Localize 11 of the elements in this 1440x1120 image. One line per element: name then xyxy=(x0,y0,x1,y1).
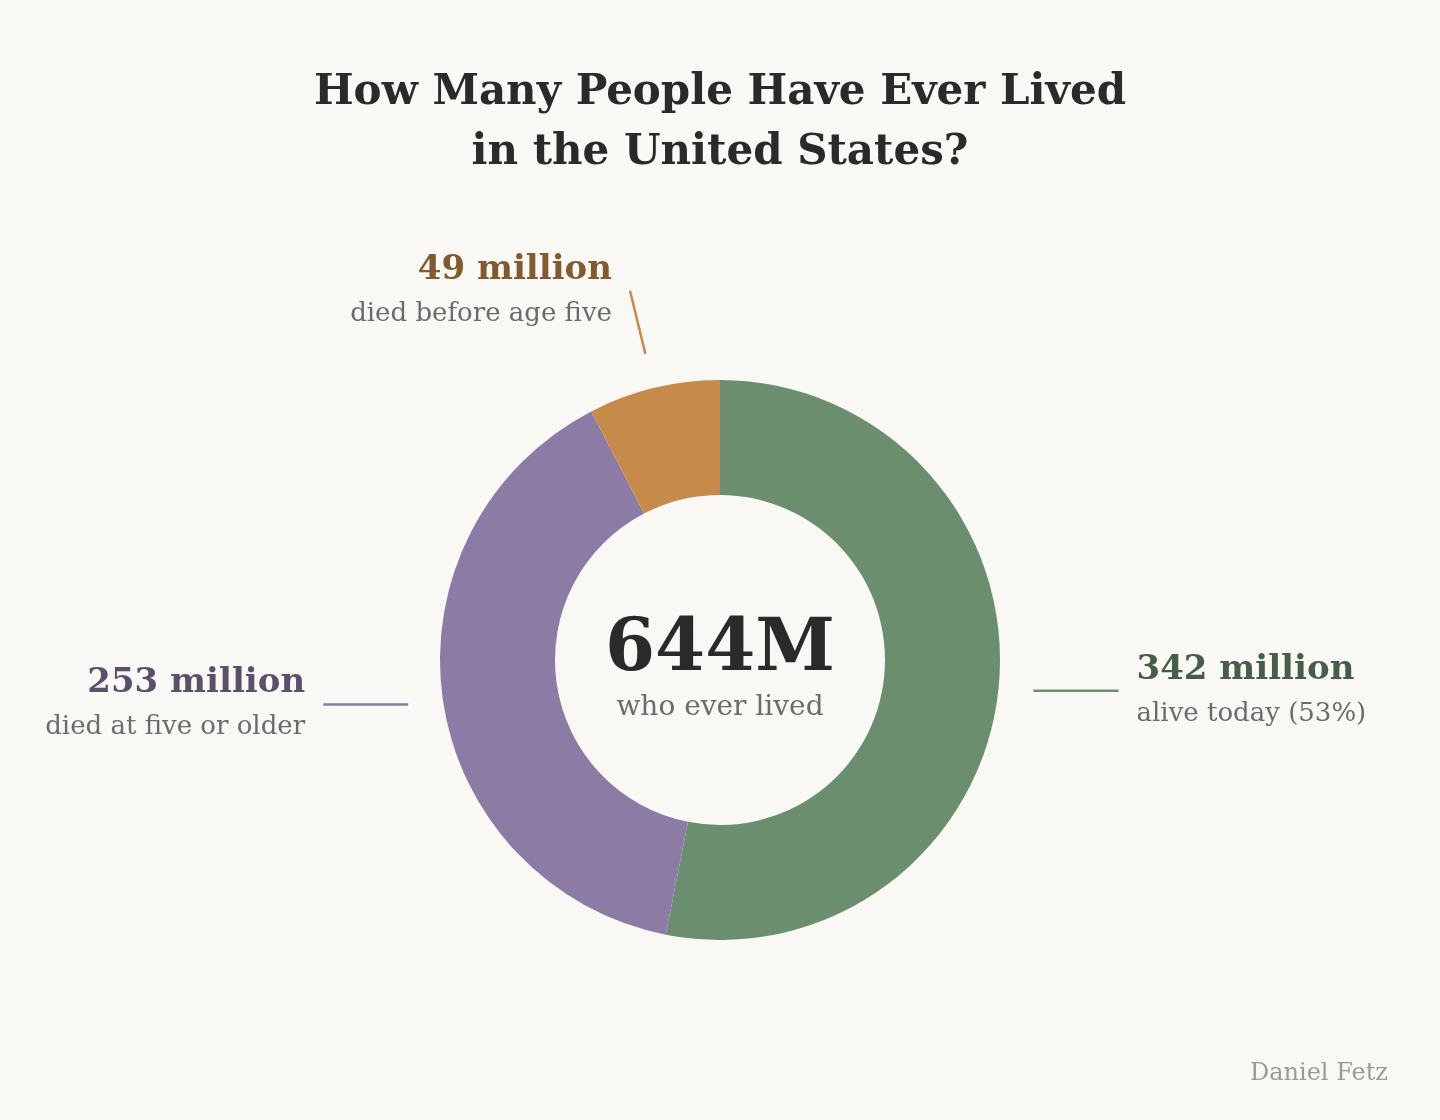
text: 644M xyxy=(605,602,835,687)
slice-label: died at five or older xyxy=(45,710,306,741)
text: who ever lived xyxy=(616,689,824,722)
text: Daniel Fetz xyxy=(1249,1058,1388,1086)
data-label: 49 million xyxy=(417,246,613,287)
slice-label: alive today (53%) xyxy=(1136,696,1367,727)
slice-label: died before age five xyxy=(350,296,613,327)
chart-title: How Many People Have Ever Lived in the United States? xyxy=(313,65,1127,174)
donut-slice xyxy=(591,380,720,514)
data-label: 342 million xyxy=(1136,646,1355,687)
data-label: 253 million xyxy=(87,660,306,701)
